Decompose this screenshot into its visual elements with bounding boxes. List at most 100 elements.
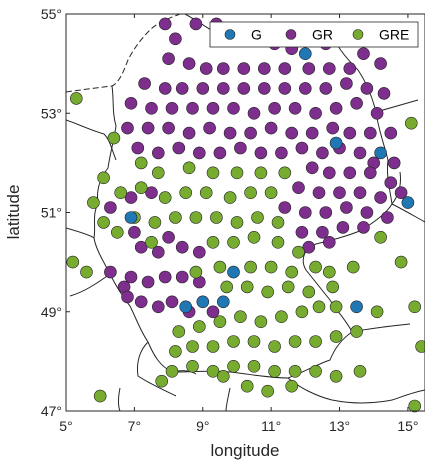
legend-label-gre: GRE: [379, 27, 409, 43]
point-gre-82: [261, 384, 275, 398]
point-gre-81: [240, 379, 254, 393]
point-gre-35: [66, 255, 80, 269]
point-gr-39: [186, 102, 199, 115]
point-g-7: [350, 300, 363, 314]
legend-marker-gr: [285, 29, 297, 40]
point-gre-56: [312, 300, 326, 314]
point-gr-110: [124, 270, 138, 284]
point-gre-69: [165, 364, 179, 378]
point-gre-73: [247, 359, 261, 373]
point-gr-84: [333, 186, 346, 199]
point-gr-53: [203, 121, 216, 135]
point-gr-14: [182, 57, 196, 70]
point-gr-12: [374, 57, 387, 70]
border-austria: [287, 377, 425, 404]
point-gre-11: [134, 181, 148, 194]
y-axis: 47° 49° 51° 53° 55°: [41, 6, 70, 419]
point-gr-121: [206, 305, 220, 319]
point-gr-17: [237, 62, 251, 75]
series-layer: [66, 17, 425, 413]
point-gr-90: [319, 206, 333, 219]
point-gr-59: [326, 121, 340, 135]
point-gr-2: [189, 17, 203, 31]
point-gre-61: [206, 340, 220, 353]
point-gr-21: [322, 62, 336, 75]
point-gr-109: [104, 265, 117, 279]
point-gr-23: [138, 77, 151, 90]
point-gre-5: [206, 166, 220, 180]
point-gr-112: [158, 270, 172, 284]
point-gr-0: [158, 17, 172, 31]
y-tick-label-55: 55°: [41, 6, 62, 22]
point-gr-94: [295, 226, 309, 239]
point-gre-21: [148, 216, 162, 229]
point-g-3: [217, 295, 230, 309]
x-tick-label-11: 11°: [261, 418, 281, 434]
point-gre-29: [206, 236, 220, 249]
point-gr-27: [217, 82, 230, 95]
point-gr-25: [175, 82, 189, 95]
point-g-0: [124, 211, 138, 224]
point-gre-31: [247, 231, 261, 244]
point-gre-70: [186, 359, 199, 373]
point-gr-99: [322, 236, 336, 249]
point-gr-34: [360, 82, 374, 95]
point-gre-3: [152, 166, 165, 180]
point-gre-12: [158, 191, 172, 204]
point-gre-1: [107, 131, 121, 145]
point-gr-40: [206, 102, 220, 115]
point-gr-92: [360, 206, 374, 219]
y-axis-label: latitude: [4, 185, 23, 240]
point-gr-48: [370, 107, 384, 120]
point-gre-50: [193, 320, 206, 333]
point-gr-104: [134, 240, 148, 254]
point-gr-66: [193, 146, 206, 160]
point-gre-74: [268, 364, 281, 378]
y-tick-label-51: 51°: [41, 205, 62, 221]
point-gr-42: [247, 107, 261, 120]
point-g-2: [196, 295, 210, 309]
point-gr-55: [244, 126, 257, 140]
point-gr-1: [169, 32, 182, 46]
point-gre-94: [80, 265, 93, 279]
point-gr-118: [152, 300, 165, 314]
point-gr-11: [357, 47, 370, 61]
point-g-8: [374, 146, 387, 160]
point-gre-58: [370, 305, 384, 319]
point-gre-34: [309, 260, 322, 274]
point-g-1: [179, 300, 192, 314]
point-gre-64: [268, 340, 281, 353]
point-gr-79: [343, 166, 357, 180]
point-gre-80: [217, 369, 230, 383]
point-gr-103: [128, 226, 141, 239]
point-gr-15: [199, 62, 213, 75]
point-gr-32: [319, 82, 333, 95]
point-gre-93: [87, 196, 100, 209]
point-gre-28: [145, 236, 158, 249]
point-gr-33: [340, 77, 353, 90]
point-gr-116: [121, 290, 134, 304]
point-gr-24: [158, 82, 172, 95]
point-gre-53: [254, 315, 268, 329]
point-gre-57: [329, 300, 343, 314]
point-gr-98: [302, 240, 316, 254]
point-gre-76: [309, 364, 322, 378]
point-gre-62: [227, 335, 240, 348]
point-gre-32: [271, 236, 285, 249]
border-east-south: [118, 387, 231, 411]
point-gr-74: [353, 146, 367, 160]
coastline-north-sea: [66, 14, 181, 93]
point-gr-64: [152, 146, 165, 160]
point-gr-62: [384, 126, 398, 140]
legend-box: [209, 21, 419, 48]
point-gre-9: [97, 171, 110, 185]
point-gr-19: [278, 62, 292, 75]
point-gre-18: [97, 216, 110, 229]
point-gr-57: [285, 126, 299, 140]
point-gre-44: [240, 280, 254, 294]
point-gre-46: [281, 280, 295, 294]
point-gre-55: [295, 305, 309, 319]
point-gre-27: [271, 216, 285, 229]
point-gr-108: [193, 245, 206, 259]
